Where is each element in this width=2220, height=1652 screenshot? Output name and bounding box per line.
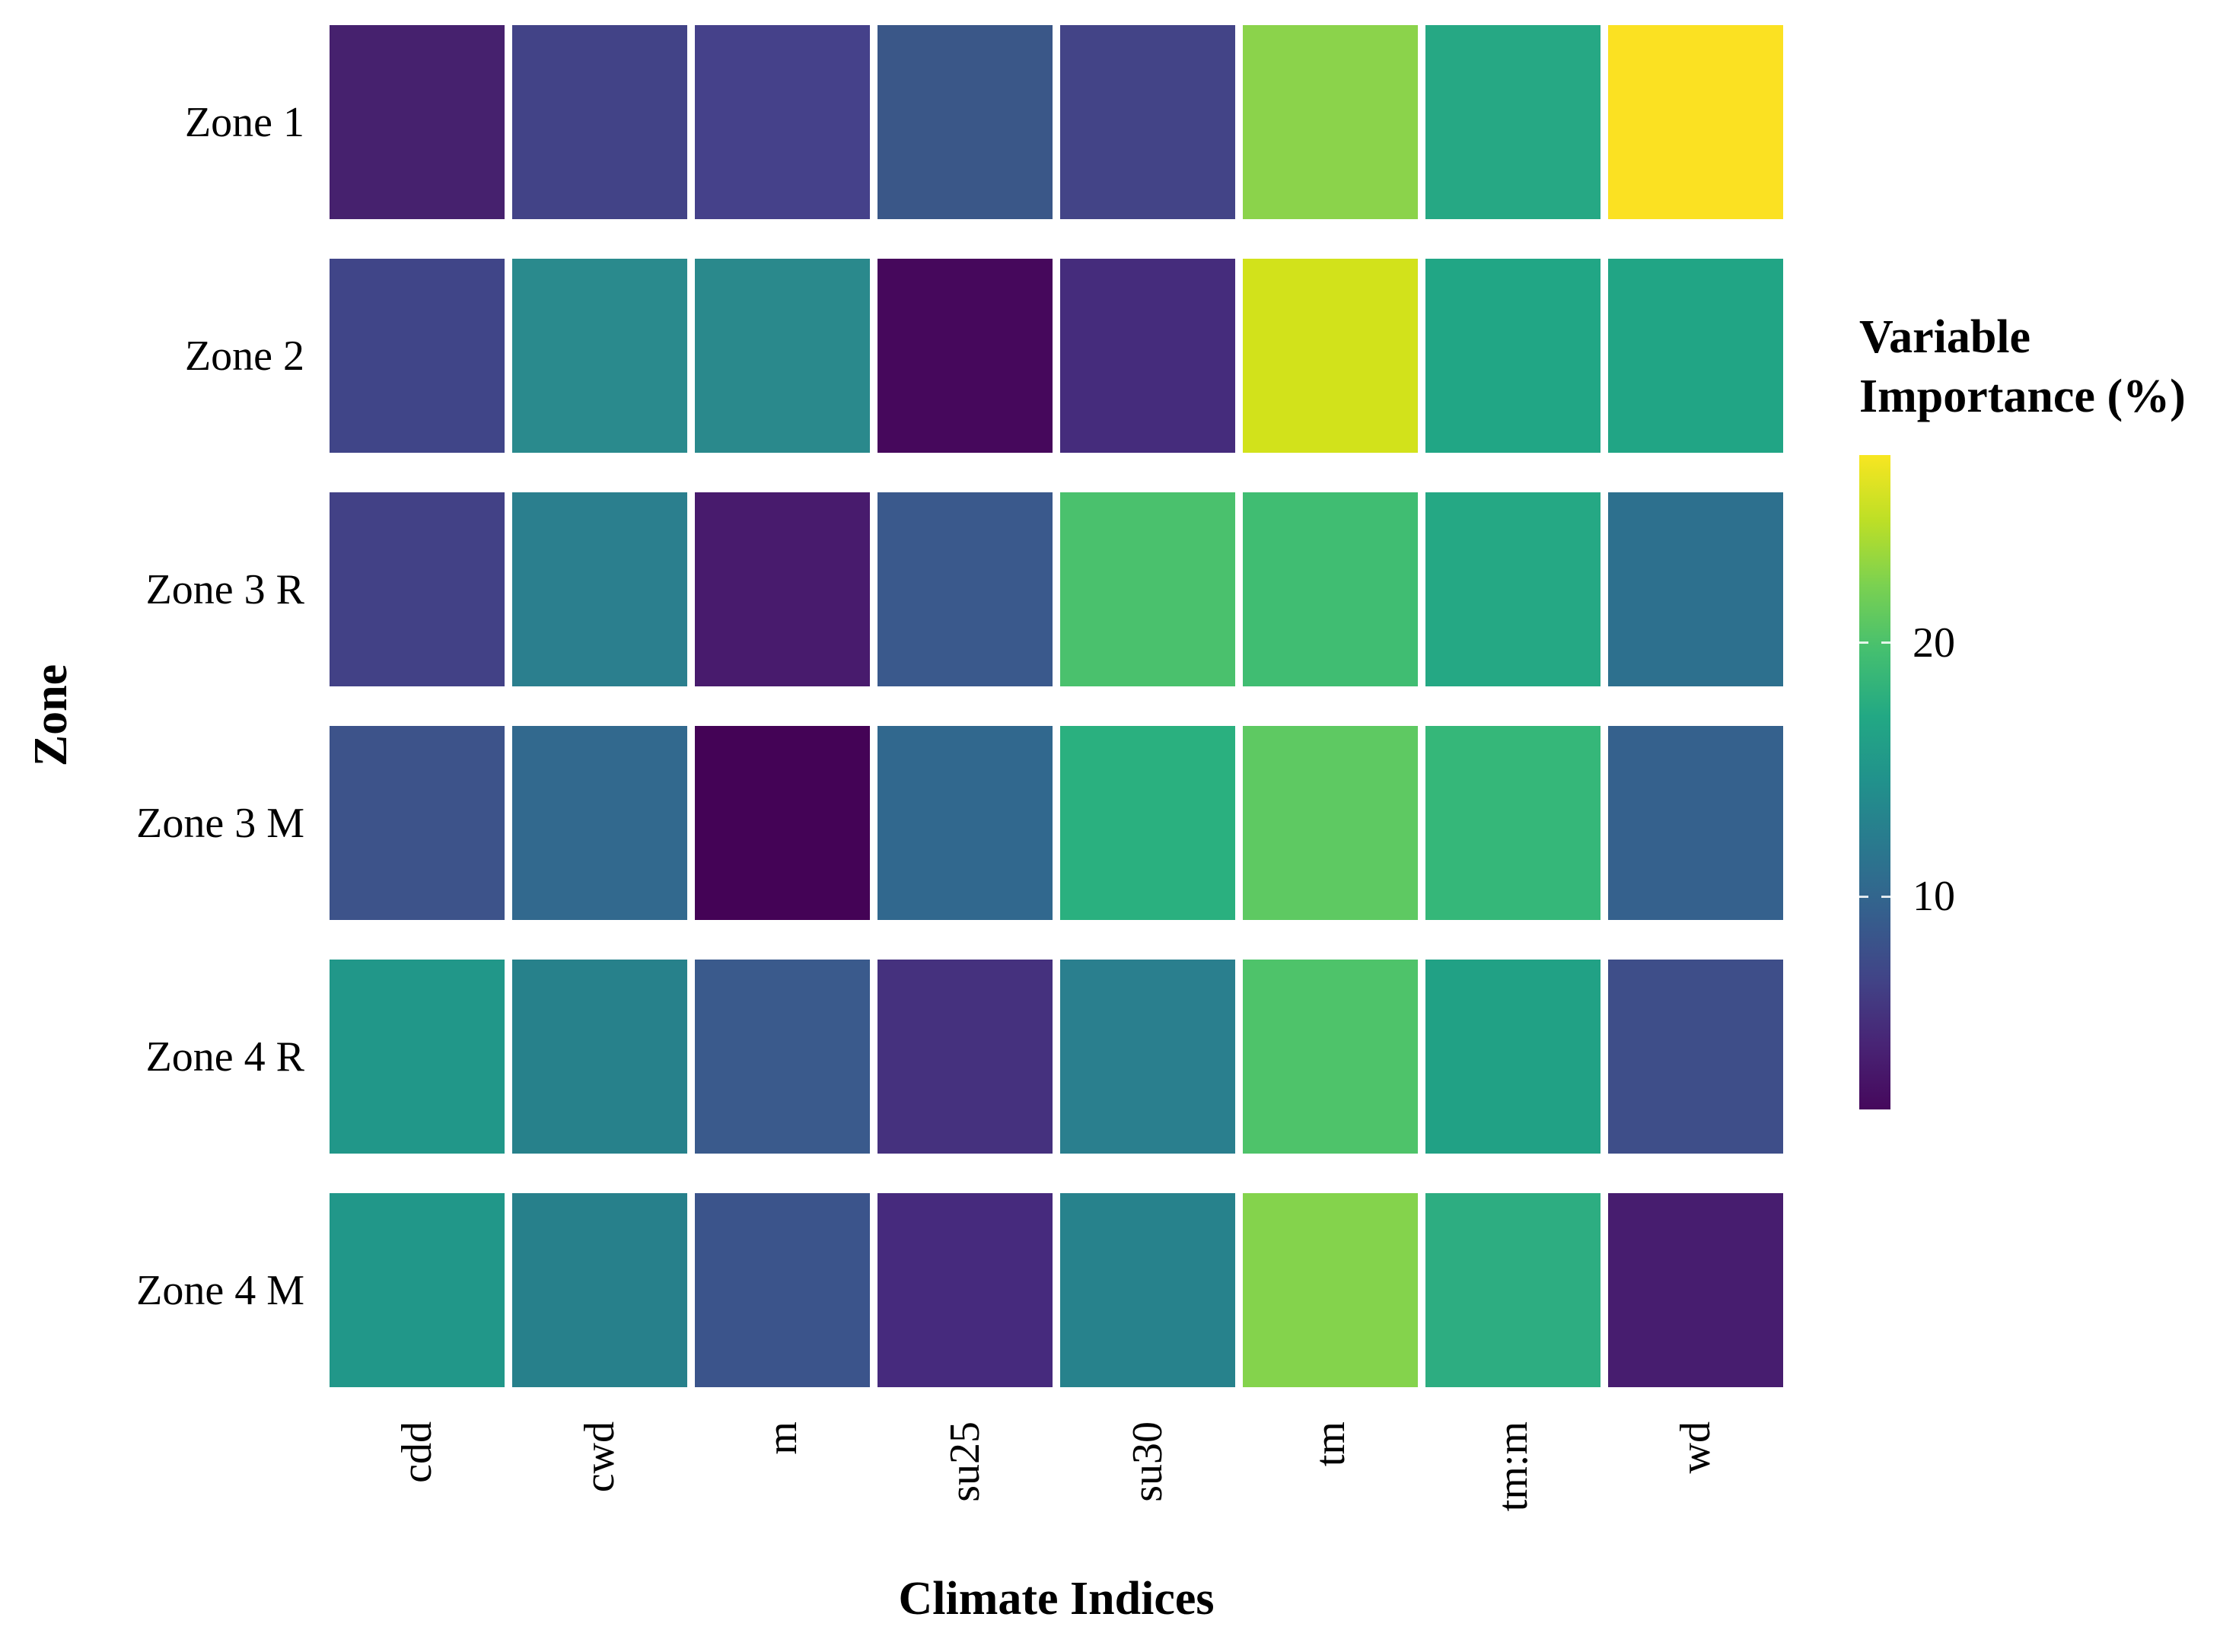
heatmap-cell	[877, 1193, 1053, 1387]
heatmap-cell	[1608, 726, 1783, 920]
heatmap-cell	[1243, 726, 1418, 920]
heatmap-cell	[695, 25, 870, 219]
heatmap-cell	[877, 726, 1053, 920]
heatmap-cell	[1060, 492, 1235, 686]
colorbar-tick-mark-right	[1881, 895, 1890, 898]
heatmap-cell	[512, 259, 687, 453]
heatmap-cell	[1425, 726, 1601, 920]
y-axis-title: Zone	[25, 664, 77, 767]
y-tick-label: Zone 3 R	[145, 565, 304, 613]
heatmap-cell	[695, 960, 870, 1154]
heatmap-cell	[512, 492, 687, 686]
x-axis-title: Climate Indices	[898, 1573, 1215, 1625]
heatmap-cell	[512, 1193, 687, 1387]
heatmap-cell	[695, 259, 870, 453]
heatmap-grid	[330, 25, 1783, 1387]
heatmap-cell	[1243, 492, 1418, 686]
heatmap-cell	[1425, 25, 1601, 219]
heatmap-cell	[1060, 25, 1235, 219]
heatmap-cell	[330, 1193, 505, 1387]
heatmap-cell	[330, 726, 505, 920]
heatmap-cell	[877, 960, 1053, 1154]
colorbar-tick-label: 20	[1913, 619, 1955, 667]
legend-title-line1: Variable	[1859, 311, 2031, 363]
heatmap-cell	[877, 492, 1053, 686]
legend-title-line2: Importance (%)	[1859, 371, 2186, 422]
heatmap-cell	[512, 960, 687, 1154]
heatmap-cell	[1608, 492, 1783, 686]
heatmap-cell	[1425, 1193, 1601, 1387]
colorbar-tick-mark-right	[1881, 641, 1890, 645]
legend-colorbar	[1859, 455, 1890, 1109]
heatmap-cell	[330, 960, 505, 1154]
heatmap-cell	[1425, 960, 1601, 1154]
heatmap-cell	[330, 492, 505, 686]
heatmap-cell	[1243, 1193, 1418, 1387]
heatmap-cell	[1060, 259, 1235, 453]
heatmap-cell	[877, 259, 1053, 453]
colorbar-tick-label: 10	[1913, 873, 1955, 920]
heatmap-cell	[512, 726, 687, 920]
heatmap-cell	[1608, 259, 1783, 453]
heatmap-cell	[1608, 1193, 1783, 1387]
heatmap-cell	[330, 25, 505, 219]
heatmap-cell	[1060, 1193, 1235, 1387]
colorbar-tick-mark-left	[1859, 641, 1868, 645]
heatmap-cell	[1608, 25, 1783, 219]
y-tick-label: Zone 2	[184, 332, 304, 380]
heatmap-cell	[1425, 259, 1601, 453]
y-tick-label: Zone 4 R	[145, 1033, 304, 1081]
legend-title: Variable Importance (%)	[1859, 307, 2217, 426]
heatmap-cell	[1425, 492, 1601, 686]
heatmap-cell	[695, 492, 870, 686]
heatmap-cell	[1060, 726, 1235, 920]
y-tick-label: Zone 4 M	[136, 1266, 304, 1314]
heatmap-cell	[1243, 25, 1418, 219]
heatmap-cell	[695, 726, 870, 920]
heatmap-cell	[512, 25, 687, 219]
y-tick-label: Zone 3 M	[136, 799, 304, 847]
heatmap-cell	[1608, 960, 1783, 1154]
heatmap-cell	[330, 259, 505, 453]
heatmap-cell	[1060, 960, 1235, 1154]
y-tick-label: Zone 1	[184, 98, 304, 146]
heatmap-cell	[1243, 960, 1418, 1154]
heatmap-cell	[877, 25, 1053, 219]
heatmap-cell	[1243, 259, 1418, 453]
colorbar-tick-mark-left	[1859, 895, 1868, 898]
heatmap-cell	[695, 1193, 870, 1387]
